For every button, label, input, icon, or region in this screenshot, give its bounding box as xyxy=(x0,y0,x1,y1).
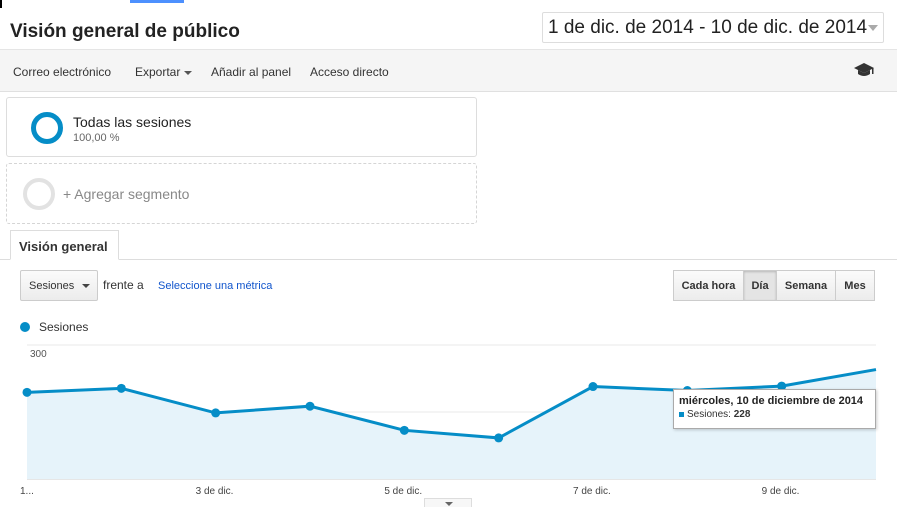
tooltip-line: Sesiones: 228 xyxy=(679,409,875,420)
data-point[interactable] xyxy=(305,401,315,411)
date-range-label: 1 de dic. de 2014 - 10 de dic. de 2014 xyxy=(548,17,868,38)
chevron-down-icon xyxy=(445,502,453,506)
graduation-cap-icon[interactable] xyxy=(853,61,875,79)
tooltip-swatch xyxy=(679,411,684,417)
add-segment-button[interactable]: + Agregar segmento xyxy=(6,163,477,224)
add-to-dashboard-button[interactable]: Añadir al panel xyxy=(211,65,292,79)
page-title: Visión general de público xyxy=(10,21,240,42)
series-line xyxy=(26,368,877,440)
versus-label: frente a xyxy=(103,278,144,292)
chart-tooltip: miércoles, 10 de diciembre de 2014 Sesio… xyxy=(673,389,876,429)
x-tick-label: 1... xyxy=(20,486,34,497)
x-tick-label: 9 de dic. xyxy=(762,486,800,497)
x-tick-label: 5 de dic. xyxy=(384,486,422,497)
legend-swatch xyxy=(20,322,30,332)
select-metric-link[interactable]: Seleccione una métrica xyxy=(158,280,273,292)
data-point[interactable] xyxy=(588,382,598,392)
data-point[interactable] xyxy=(777,381,787,391)
data-point[interactable] xyxy=(494,433,504,443)
metric-select[interactable]: Sesiones xyxy=(20,270,98,301)
legend-label: Sesiones xyxy=(39,320,89,334)
granularity-hourly-button[interactable]: Cada hora xyxy=(673,270,744,301)
tooltip-value: 228 xyxy=(733,409,751,420)
email-button[interactable]: Correo electrónico xyxy=(13,65,112,79)
chevron-down-icon xyxy=(82,284,90,288)
tab-bar-line xyxy=(0,259,897,260)
chevron-down-icon xyxy=(184,70,193,75)
chevron-down-icon xyxy=(868,25,878,31)
granularity-day-button[interactable]: Día xyxy=(743,270,777,301)
series-area xyxy=(27,369,876,479)
data-point[interactable] xyxy=(211,408,221,418)
report-toolbar: Correo electrónico Exportar Añadir al pa… xyxy=(0,50,897,92)
tooltip-label: Sesiones: xyxy=(687,409,731,420)
granularity-week-button[interactable]: Semana xyxy=(776,270,836,301)
data-point[interactable] xyxy=(22,387,32,397)
data-point[interactable] xyxy=(116,383,126,393)
segment-percent: 100,00 % xyxy=(73,132,120,144)
x-tick-label: 7 de dic. xyxy=(573,486,611,497)
tooltip-title: miércoles, 10 de diciembre de 2014 xyxy=(679,395,864,407)
granularity-month-button[interactable]: Mes xyxy=(835,270,875,301)
segment-card-all-sessions[interactable]: Todas las sesiones 100,00 % xyxy=(6,97,477,157)
tab-overview[interactable]: Visión general xyxy=(10,230,119,260)
add-segment-label: + Agregar segmento xyxy=(63,186,190,202)
chart-expand-handle[interactable] xyxy=(424,498,472,507)
date-range-picker[interactable]: 1 de dic. de 2014 - 10 de dic. de 2014 xyxy=(542,12,884,43)
corner-mark xyxy=(0,0,2,8)
export-button[interactable]: Exportar xyxy=(135,65,193,79)
empty-segment-ring-icon xyxy=(23,178,55,210)
top-accent-bar xyxy=(130,0,184,3)
report-header: Visión general de público 1 de dic. de 2… xyxy=(0,0,897,50)
segment-ring-icon xyxy=(31,112,63,144)
segment-name: Todas las sesiones xyxy=(73,114,192,130)
export-label: Exportar xyxy=(135,65,181,79)
shortcut-button[interactable]: Acceso directo xyxy=(310,65,389,79)
x-tick-label: 3 de dic. xyxy=(196,486,234,497)
data-point[interactable] xyxy=(399,425,409,435)
sessions-chart: 300150 1...3 de dic.5 de dic.7 de dic.9 … xyxy=(20,344,877,497)
y-tick-label: 300 xyxy=(30,349,47,360)
metric-select-value: Sesiones xyxy=(29,280,75,292)
